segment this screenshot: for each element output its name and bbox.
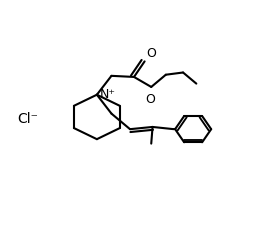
Text: O: O [146,47,156,60]
Text: O: O [145,92,155,106]
Text: N⁺: N⁺ [100,88,116,101]
Text: Cl⁻: Cl⁻ [17,112,38,126]
